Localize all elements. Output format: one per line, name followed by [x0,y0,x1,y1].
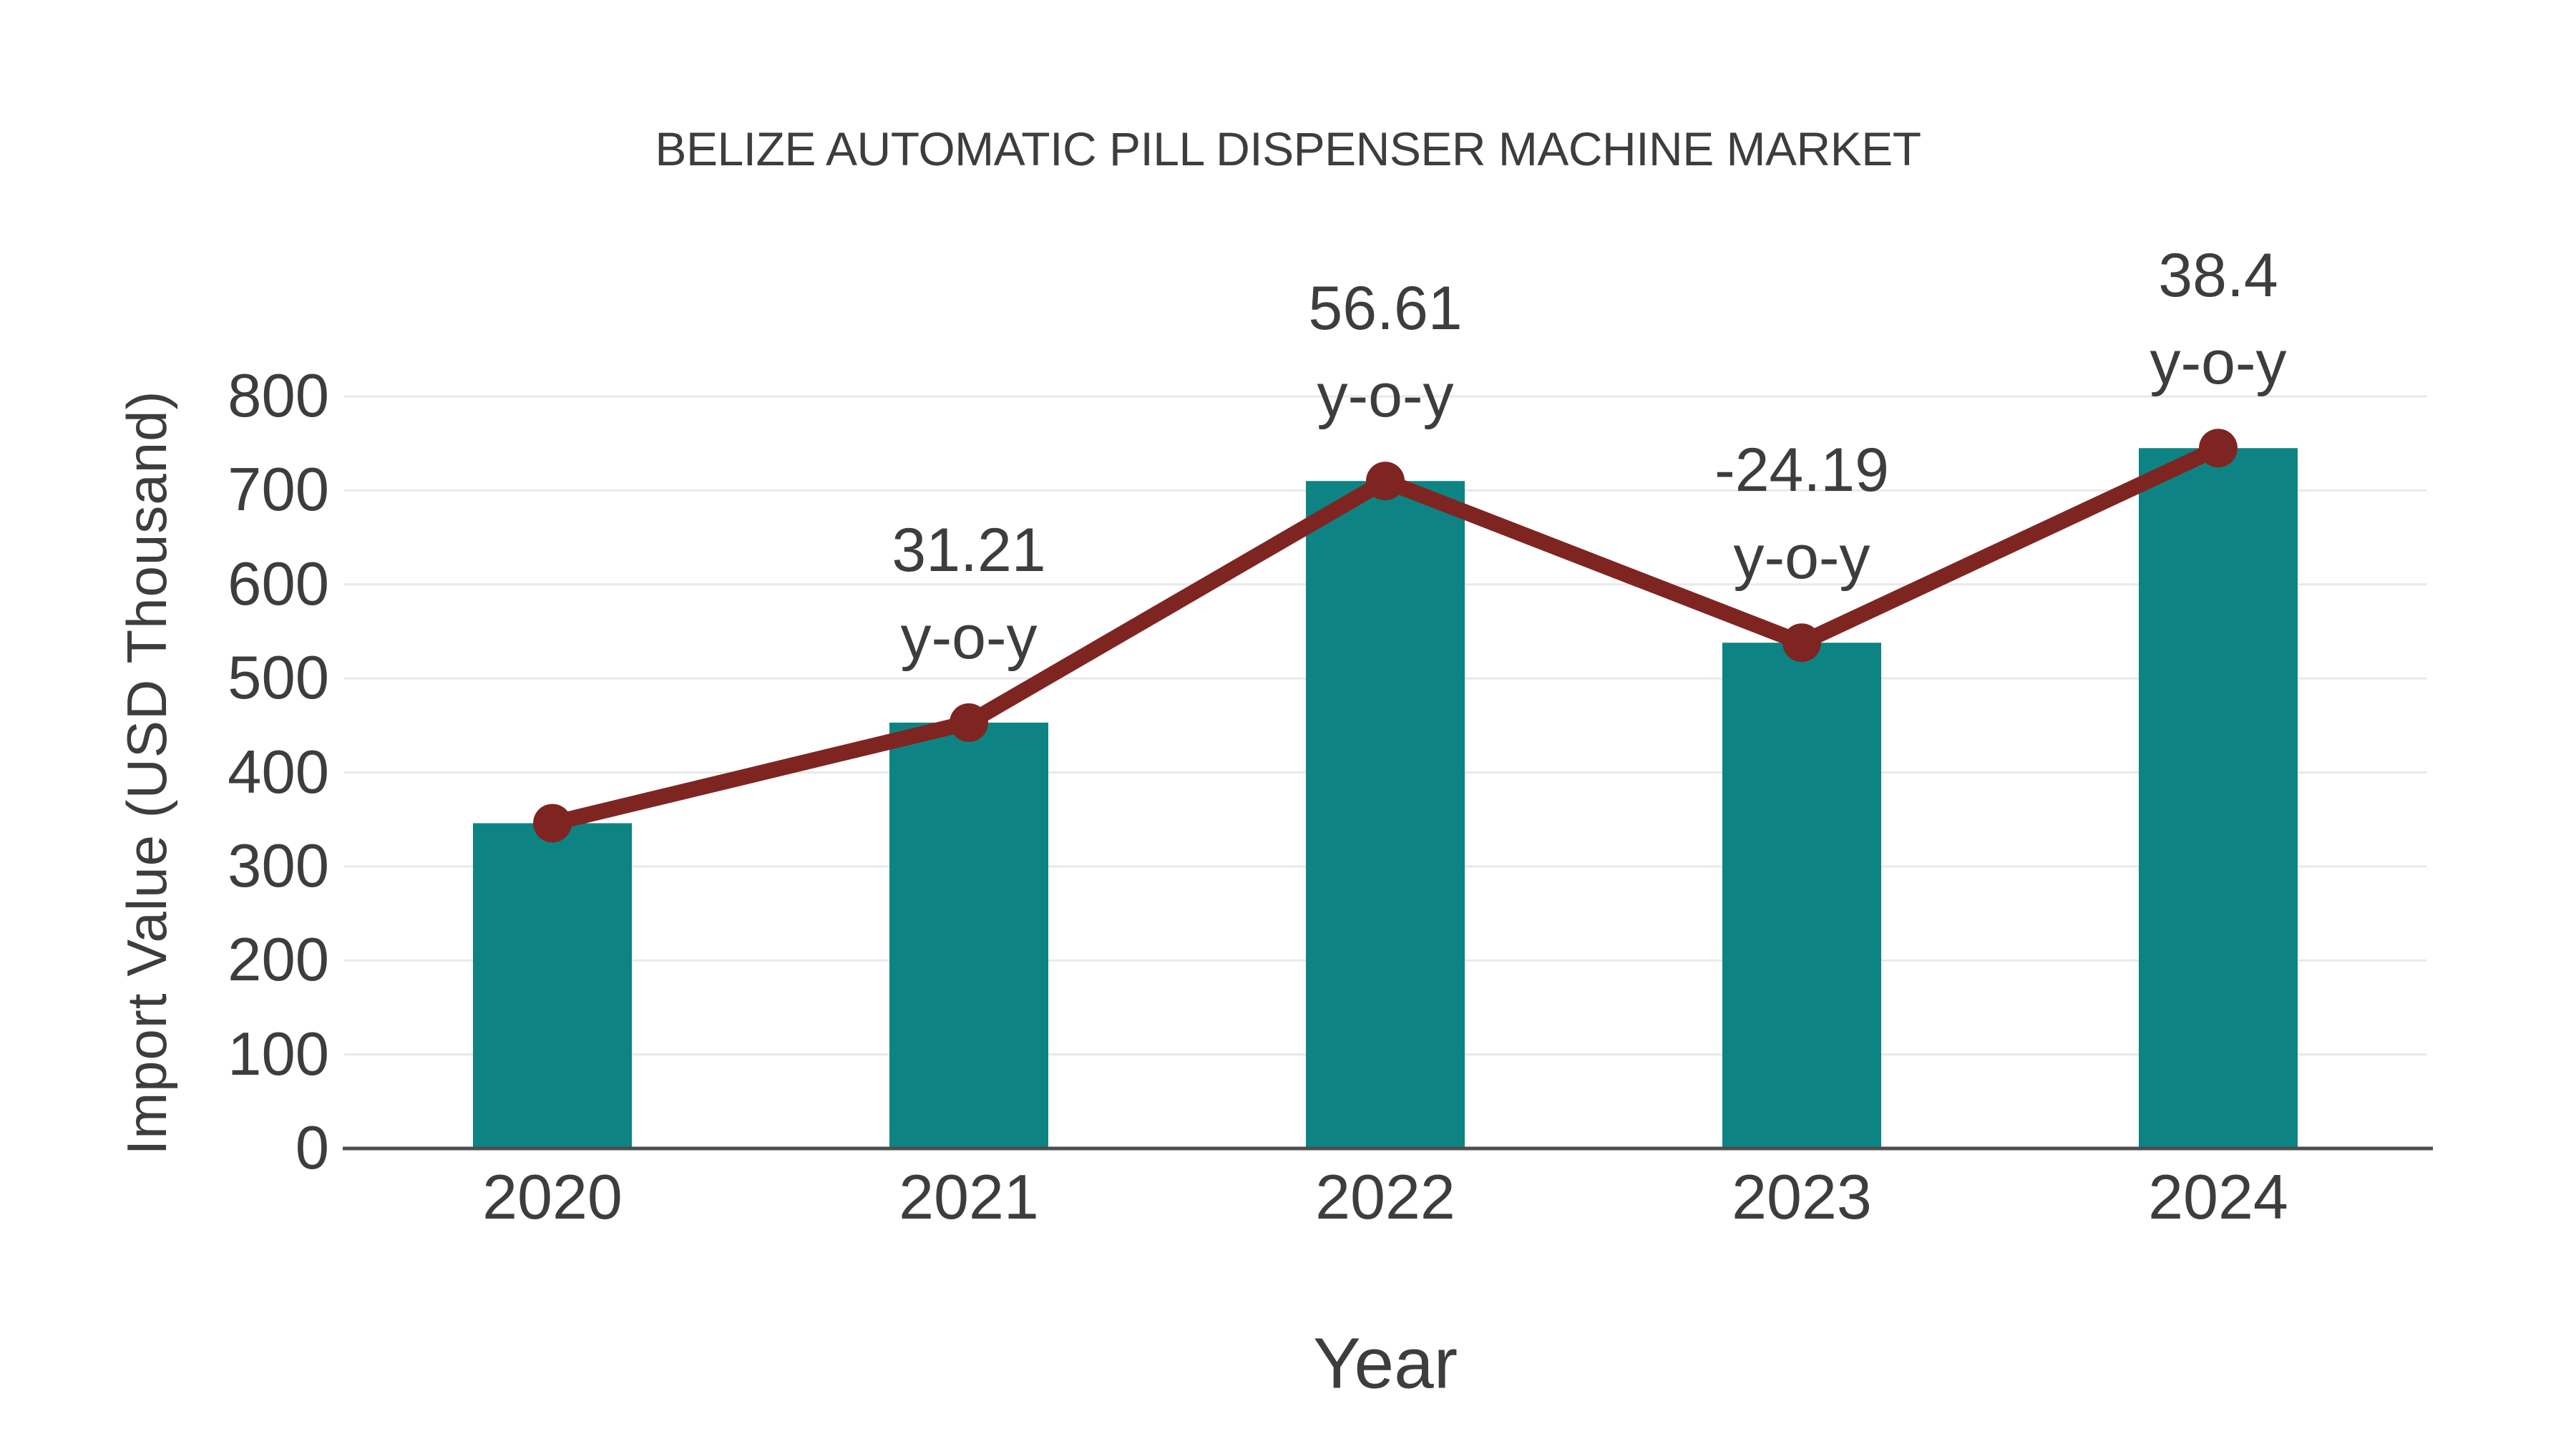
y-tick-label-600: 600 [228,550,329,618]
marker-2022 [1366,462,1405,501]
x-tick-label-2021: 2021 [899,1161,1039,1232]
marker-2021 [950,703,988,742]
bar-2021 [889,722,1048,1148]
yoy-value: 56.61 [1308,274,1463,343]
y-tick-label-100: 100 [228,1020,329,1088]
yoy-value: 31.21 [892,515,1046,585]
y-tick-label-200: 200 [228,926,329,995]
yoy-annotation-2022: 56.61 y-o-y [1171,265,1600,439]
y-tick-label-500: 500 [228,644,329,713]
y-tick-label-700: 700 [228,456,329,525]
yoy-annotation-2023: -24.19 y-o-y [1587,426,2016,601]
bar-2022 [1306,481,1465,1148]
yoy-suffix: y-o-y [1733,523,1870,592]
yoy-value: -24.19 [1714,436,1889,505]
marker-2024 [2199,429,2238,468]
y-tick-label-400: 400 [228,738,329,806]
y-tick-label-300: 300 [228,831,329,900]
marker-2020 [533,804,572,843]
yoy-suffix: y-o-y [900,602,1038,672]
x-tick-label-2022: 2022 [1315,1161,1455,1232]
marker-2023 [1782,623,1821,663]
yoy-suffix: y-o-y [1317,361,1454,431]
y-tick-label-800: 800 [228,362,329,430]
yoy-value: 38.4 [2158,241,2278,311]
yoy-annotation-2024: 38.4 y-o-y [2004,232,2433,406]
chart-title: BELIZE AUTOMATIC PILL DISPENSER MACHINE … [655,122,1921,175]
yoy-annotation-2021: 31.21 y-o-y [754,507,1184,681]
y-tick-label-0: 0 [295,1114,329,1182]
x-tick-label-2024: 2024 [2148,1161,2288,1232]
bar-2020 [473,823,632,1148]
y-axis-title: Import Value (USD Thousand) [115,390,178,1156]
yoy-suffix: y-o-y [2150,328,2287,398]
x-axis-title: Year [1312,1323,1458,1404]
x-tick-label-2023: 2023 [1732,1161,1872,1232]
x-tick-label-2020: 2020 [482,1161,623,1232]
bar-2024 [2139,448,2298,1148]
bar-2023 [1722,643,1881,1148]
